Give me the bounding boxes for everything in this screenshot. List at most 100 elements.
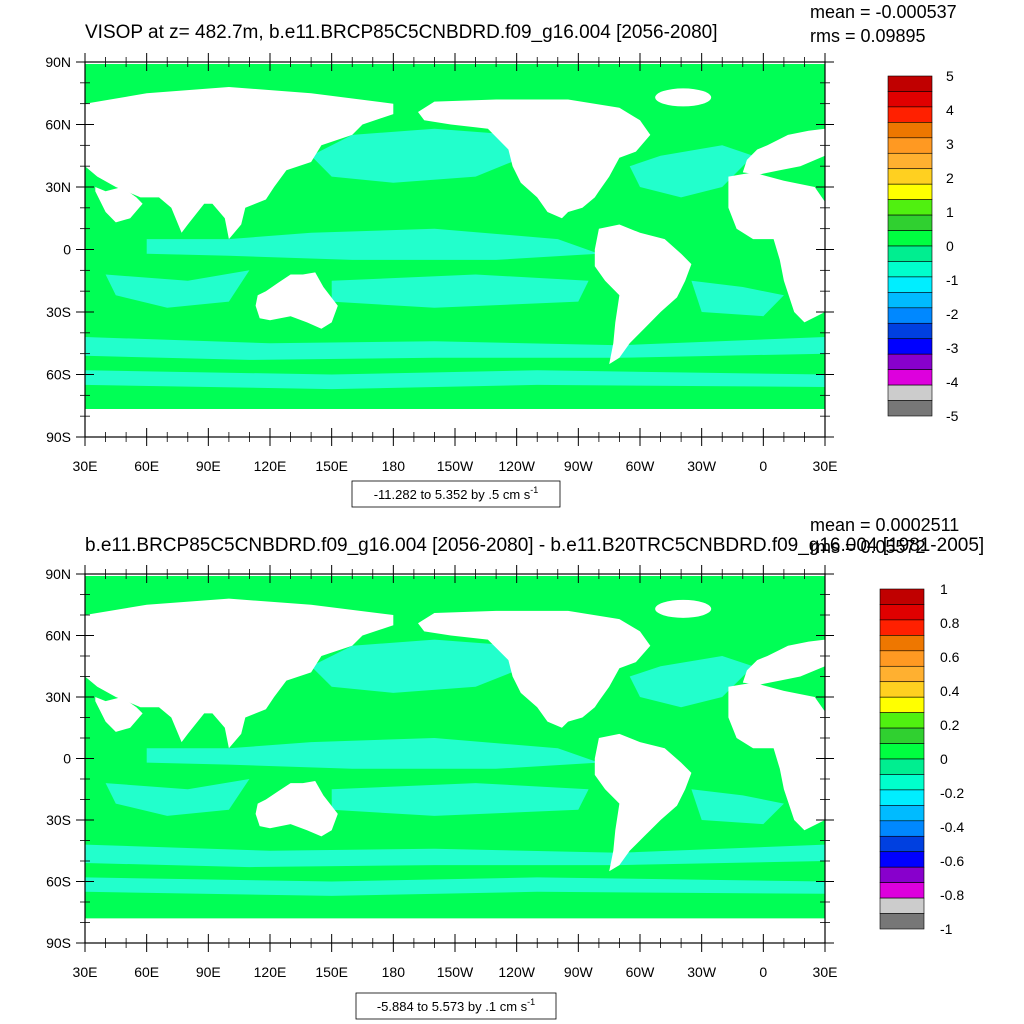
x-tick-label: 150W — [437, 458, 474, 474]
colorbar: 1 0.8 0.6 0.4 0.2 0 -0.2 -0.4 -0.6 -0.8 -1 — [879, 581, 964, 937]
x-tick-label: 30W — [687, 964, 717, 980]
colorbar-label: -3 — [946, 340, 959, 356]
colorbar-swatch — [887, 230, 933, 247]
colorbar-swatch — [887, 91, 933, 108]
arctic-gap — [655, 88, 712, 107]
x-tick-label: 90E — [196, 964, 221, 980]
colorbar-swatch — [887, 245, 933, 262]
x-tick-label: 60W — [626, 458, 656, 474]
land-mask-4 — [85, 598, 394, 749]
colorbar-swatch — [879, 882, 925, 899]
colorbar-swatch — [879, 774, 925, 791]
cyan-band-5 — [331, 274, 589, 308]
colorbar-swatch — [887, 75, 933, 92]
map-panel-2: b.e11.BRCP85C5CNBDRD.f09_g16.004 [2056-2… — [45, 515, 984, 1020]
y-tick-label: 90N — [45, 566, 71, 582]
land-mask-4 — [85, 87, 394, 240]
colorbar-swatch — [879, 851, 925, 868]
cyan-band-8 — [85, 370, 825, 390]
colorbar-swatch — [887, 199, 933, 216]
cyan-band-7 — [85, 844, 825, 868]
x-tick-label: 60E — [134, 964, 159, 980]
x-tick-label: 150E — [315, 458, 348, 474]
land-mask-2 — [594, 224, 692, 365]
colorbar-label: 0 — [946, 238, 954, 254]
y-tick-label: 60S — [46, 874, 71, 890]
colorbar-swatch — [879, 712, 925, 729]
colorbar-swatch — [887, 292, 933, 309]
y-tick-label: 30S — [46, 304, 71, 320]
map-panel-1: VISOP at z= 482.7m, b.e11.BRCP85C5CNBDRD… — [45, 2, 959, 508]
colorbar-swatch — [879, 897, 925, 914]
colorbar-label: -0.2 — [940, 785, 964, 801]
colorbar-swatch — [887, 152, 933, 170]
info-label-box — [355, 992, 557, 1020]
x-tick-label: 30W — [687, 458, 717, 474]
colorbar-label: 2 — [946, 170, 954, 186]
x-tick-label: 120E — [254, 458, 287, 474]
x-tick-label: 180 — [382, 458, 406, 474]
x-tick-label: 60W — [626, 964, 656, 980]
info-label: -5.884 to 5.573 by .1 cm s-1 — [377, 997, 535, 1014]
colorbar-swatch — [879, 805, 925, 822]
colorbar-swatch — [887, 183, 933, 200]
colorbar-label: -1 — [940, 921, 953, 937]
colorbar-label: 0.4 — [940, 683, 960, 699]
colorbar-label: 1 — [946, 204, 954, 220]
colorbar-label: 5 — [946, 68, 954, 84]
colorbar-label: 0.8 — [940, 615, 960, 631]
x-tick-label: 30E — [813, 964, 838, 980]
x-tick-label: 90W — [564, 458, 594, 474]
panel-title: b.e11.BRCP85C5CNBDRD.f09_g16.004 [2056-2… — [85, 535, 984, 556]
colorbar-swatch — [879, 681, 925, 698]
land-mask-6 — [95, 187, 143, 223]
info-label: -11.282 to 5.352 by .5 cm s-1 — [374, 485, 539, 502]
land-mask-5 — [742, 639, 825, 685]
land-mask-8 — [85, 918, 825, 920]
colorbar-swatch — [887, 214, 933, 231]
colorbar-swatch — [887, 338, 933, 355]
cyan-band-2 — [629, 145, 754, 198]
cyan-band-5 — [331, 783, 589, 816]
mean-label: mean = 0.0002511 — [810, 515, 959, 535]
x-tick-label: 30E — [73, 458, 98, 474]
colorbar: 5 4 3 2 1 0 -1 -2 -3 -4 -5 — [887, 68, 959, 424]
colorbar-label: -0.8 — [940, 887, 964, 903]
colorbar-swatch — [879, 650, 925, 667]
rms-label: rms = 0.09895 — [810, 26, 926, 46]
cyan-band-7 — [85, 337, 825, 360]
cyan-band-1 — [311, 128, 527, 183]
cyan-band-4 — [105, 270, 250, 308]
y-tick-label: 60N — [45, 628, 71, 644]
colorbar-label: -5 — [946, 408, 959, 424]
colorbar-label: -0.4 — [940, 819, 964, 835]
land-mask-5 — [742, 128, 825, 175]
y-tick-label: 60N — [45, 117, 71, 133]
x-tick-label: 120E — [254, 964, 287, 980]
colorbar-swatch — [879, 835, 925, 853]
colorbar-swatch — [879, 820, 925, 837]
land-mask-1 — [418, 610, 651, 728]
colorbar-label: -4 — [946, 374, 959, 390]
mean-label: mean = -0.000537 — [810, 2, 957, 22]
colorbar-swatch — [887, 307, 933, 324]
field — [85, 576, 825, 920]
colorbar-label: -0.6 — [940, 853, 964, 869]
land-mask-3 — [728, 682, 825, 831]
colorbar-swatch — [879, 743, 925, 760]
y-tick-label: 30N — [45, 689, 71, 705]
colorbar-label: 4 — [946, 102, 954, 118]
x-tick-label: 120W — [498, 458, 535, 474]
colorbar-swatch — [879, 665, 925, 683]
colorbar-swatch — [879, 619, 925, 636]
cyan-band-8 — [85, 877, 825, 896]
y-tick-label: 0 — [63, 751, 71, 767]
colorbar-swatch — [879, 604, 925, 621]
colorbar-swatch — [887, 137, 933, 154]
colorbar-swatch — [887, 369, 933, 386]
x-tick-label: 90E — [196, 458, 221, 474]
y-tick-label: 0 — [63, 242, 71, 258]
colorbar-swatch — [879, 758, 925, 775]
colorbar-swatch — [887, 122, 933, 139]
x-tick-label: 60E — [134, 458, 159, 474]
